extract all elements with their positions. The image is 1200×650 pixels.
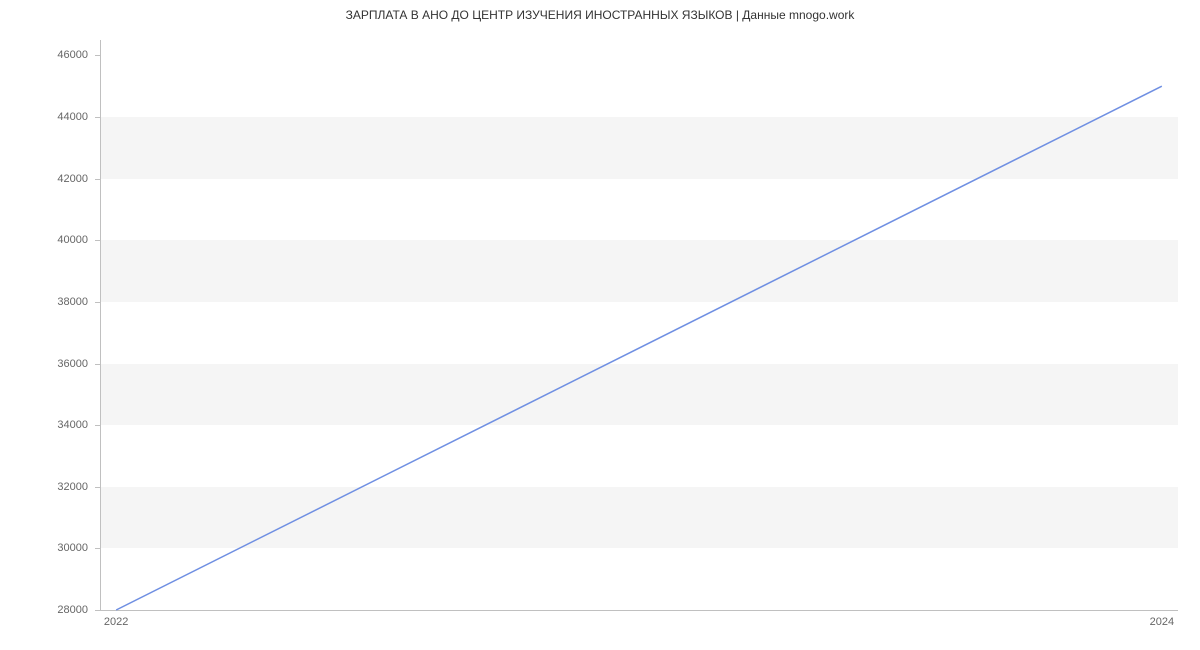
y-tick-mark bbox=[95, 610, 100, 611]
y-tick-mark bbox=[95, 240, 100, 241]
y-tick-mark bbox=[95, 302, 100, 303]
salary-line-chart: ЗАРПЛАТА В АНО ДО ЦЕНТР ИЗУЧЕНИЯ ИНОСТРА… bbox=[0, 0, 1200, 650]
plot-area bbox=[100, 40, 1178, 610]
y-tick-label: 42000 bbox=[0, 173, 88, 185]
x-axis-line bbox=[100, 610, 1178, 611]
y-tick-label: 44000 bbox=[0, 111, 88, 123]
y-tick-mark bbox=[95, 425, 100, 426]
line-layer bbox=[100, 40, 1178, 610]
chart-title: ЗАРПЛАТА В АНО ДО ЦЕНТР ИЗУЧЕНИЯ ИНОСТРА… bbox=[0, 8, 1200, 22]
y-tick-mark bbox=[95, 364, 100, 365]
x-tick-label: 2024 bbox=[1150, 616, 1174, 628]
y-tick-label: 28000 bbox=[0, 604, 88, 616]
y-tick-mark bbox=[95, 548, 100, 549]
y-tick-mark bbox=[95, 117, 100, 118]
y-tick-label: 36000 bbox=[0, 358, 88, 370]
y-tick-mark bbox=[95, 179, 100, 180]
series-line bbox=[116, 86, 1162, 610]
y-tick-mark bbox=[95, 487, 100, 488]
y-tick-label: 34000 bbox=[0, 419, 88, 431]
x-tick-label: 2022 bbox=[104, 616, 128, 628]
y-tick-label: 38000 bbox=[0, 296, 88, 308]
y-tick-label: 40000 bbox=[0, 234, 88, 246]
y-tick-label: 46000 bbox=[0, 49, 88, 61]
y-tick-mark bbox=[95, 55, 100, 56]
y-tick-label: 30000 bbox=[0, 542, 88, 554]
y-tick-label: 32000 bbox=[0, 481, 88, 493]
